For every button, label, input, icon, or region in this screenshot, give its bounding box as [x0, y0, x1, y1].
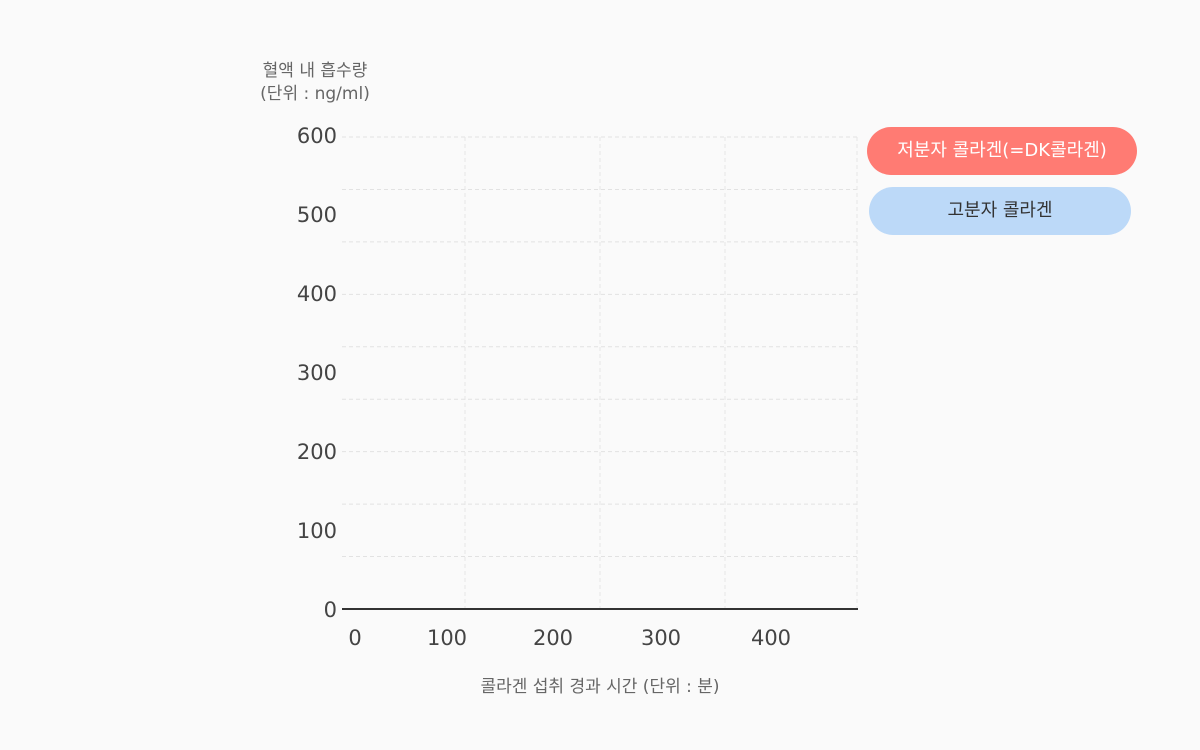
x-tick-label: 100 — [426, 626, 468, 650]
y-tick-label: 200 — [296, 440, 337, 464]
x-axis-label: 콜라겐 섭취 경과 시간 (단위 : 분) — [480, 677, 720, 697]
legend-item-high-molecular: 고분자 콜라겐 — [869, 187, 1131, 235]
legend-item-low-molecular: 저분자 콜라겐(=DK콜라겐) — [867, 127, 1137, 175]
x-tick-label: 400 — [750, 626, 792, 650]
x-tick-label: 0 — [348, 626, 362, 650]
y-axis-label-line2: (단위 : ng/ml) — [260, 84, 370, 104]
y-tick-label: 100 — [296, 519, 337, 543]
y-axis-label: 혈액 내 흡수량 (단위 : ng/ml) — [230, 60, 400, 106]
y-tick-label: 400 — [296, 282, 337, 306]
x-tick-label: 300 — [640, 626, 682, 650]
x-tick-label: 200 — [532, 626, 574, 650]
y-axis-label-line1: 혈액 내 흡수량 — [262, 61, 368, 81]
y-tick-label: 300 — [296, 361, 337, 385]
y-tick-label: 600 — [296, 124, 337, 148]
y-tick-label: 0 — [323, 598, 337, 622]
y-tick-label: 500 — [296, 203, 337, 227]
